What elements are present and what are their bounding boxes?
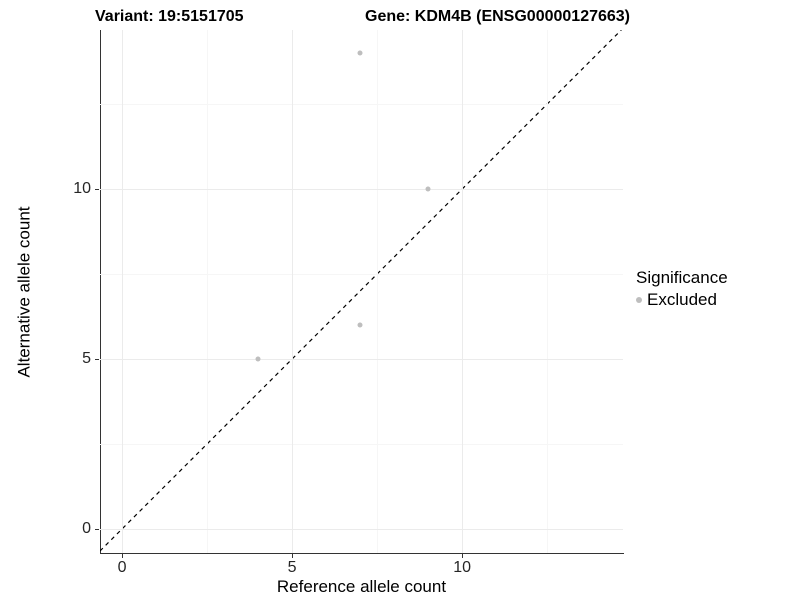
- x-gridline-minor: [377, 30, 379, 553]
- y-tick-mark: [95, 358, 99, 360]
- y-tick-mark: [95, 189, 99, 191]
- plot-title-gene: Gene: KDM4B (ENSG00000127663): [365, 8, 631, 25]
- y-tick-mark: [95, 528, 99, 530]
- legend-item-excluded: Excluded: [636, 290, 728, 310]
- data-point: [357, 50, 363, 56]
- legend-title: Significance: [636, 268, 728, 287]
- y-gridline-minor: [100, 104, 623, 106]
- plot-title-variant: Variant: 19:5151705: [95, 8, 244, 25]
- x-gridline-major: [122, 30, 124, 553]
- identity-line-layer: [100, 30, 622, 552]
- x-tick-mark: [462, 554, 464, 558]
- legend-item-label: Excluded: [647, 290, 717, 309]
- identity-line: [100, 30, 622, 552]
- x-gridline-minor: [207, 30, 209, 553]
- data-point: [425, 186, 431, 192]
- x-tick-mark: [122, 554, 124, 558]
- legend: Significance Excluded: [636, 268, 728, 310]
- x-tick-label: 10: [453, 559, 472, 576]
- y-gridline-major: [100, 189, 623, 191]
- x-gridline-major: [462, 30, 464, 553]
- y-axis-title: Alternative allele count: [14, 206, 34, 378]
- x-axis-title: Reference allele count: [276, 577, 447, 596]
- x-gridline-minor: [547, 30, 549, 553]
- y-gridline-minor: [100, 443, 623, 445]
- legend-key-dot-icon: [636, 297, 642, 303]
- data-point: [357, 322, 363, 328]
- x-tick-label: 5: [287, 559, 297, 576]
- y-tick-label: 0: [82, 519, 91, 537]
- y-gridline-major: [100, 358, 623, 360]
- x-gridline-major: [292, 30, 294, 553]
- x-tick-mark: [292, 554, 294, 558]
- data-point: [255, 356, 261, 362]
- y-gridline-major: [100, 528, 623, 530]
- plot-panel: [100, 30, 624, 554]
- x-tick-label: 0: [117, 559, 127, 576]
- y-tick-label: 5: [82, 349, 91, 367]
- y-gridline-minor: [100, 273, 623, 275]
- y-tick-label: 10: [73, 180, 91, 198]
